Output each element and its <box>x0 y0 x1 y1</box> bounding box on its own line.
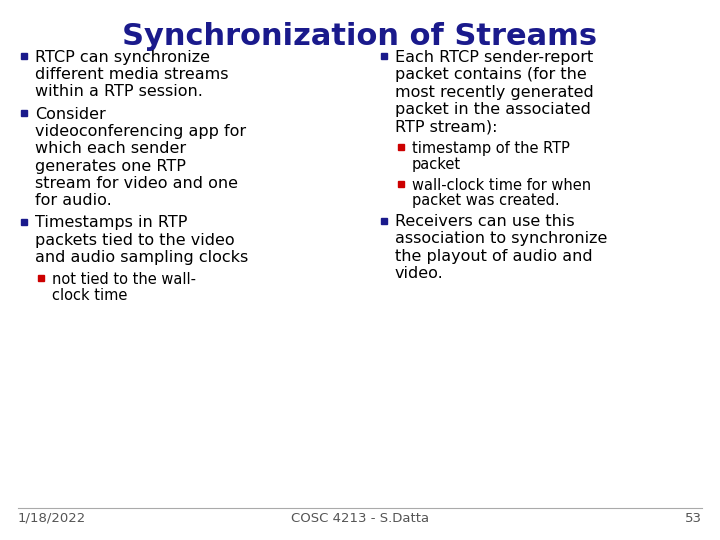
Text: videoconferencing app for: videoconferencing app for <box>35 124 246 139</box>
Text: clock time: clock time <box>52 288 127 303</box>
Text: RTP stream):: RTP stream): <box>395 119 498 134</box>
Text: most recently generated: most recently generated <box>395 84 594 99</box>
Text: packet contains (for the: packet contains (for the <box>395 68 587 82</box>
Text: 1/18/2022: 1/18/2022 <box>18 511 86 524</box>
Text: which each sender: which each sender <box>35 141 186 156</box>
Text: the playout of audio and: the playout of audio and <box>395 249 593 264</box>
Text: packet in the associated: packet in the associated <box>395 102 591 117</box>
Text: different media streams: different media streams <box>35 68 228 82</box>
Text: Receivers can use this: Receivers can use this <box>395 214 575 230</box>
Text: 53: 53 <box>685 511 702 524</box>
Text: packets tied to the video: packets tied to the video <box>35 233 235 247</box>
Text: video.: video. <box>395 266 444 281</box>
Text: packet was created.: packet was created. <box>412 193 559 208</box>
Text: Each RTCP sender-report: Each RTCP sender-report <box>395 50 593 65</box>
Text: timestamp of the RTP: timestamp of the RTP <box>412 141 570 156</box>
Text: Consider: Consider <box>35 107 106 122</box>
Text: RTCP can synchronize: RTCP can synchronize <box>35 50 210 65</box>
Text: Timestamps in RTP: Timestamps in RTP <box>35 215 187 230</box>
Text: Synchronization of Streams: Synchronization of Streams <box>122 22 598 51</box>
Text: not tied to the wall-: not tied to the wall- <box>52 272 196 287</box>
Text: packet: packet <box>412 157 461 172</box>
Text: wall-clock time for when: wall-clock time for when <box>412 178 591 193</box>
Text: COSC 4213 - S.Datta: COSC 4213 - S.Datta <box>291 511 429 524</box>
Text: within a RTP session.: within a RTP session. <box>35 84 203 99</box>
Text: for audio.: for audio. <box>35 193 112 208</box>
Text: and audio sampling clocks: and audio sampling clocks <box>35 249 248 265</box>
Text: stream for video and one: stream for video and one <box>35 176 238 191</box>
Text: generates one RTP: generates one RTP <box>35 159 186 173</box>
Text: association to synchronize: association to synchronize <box>395 232 608 246</box>
